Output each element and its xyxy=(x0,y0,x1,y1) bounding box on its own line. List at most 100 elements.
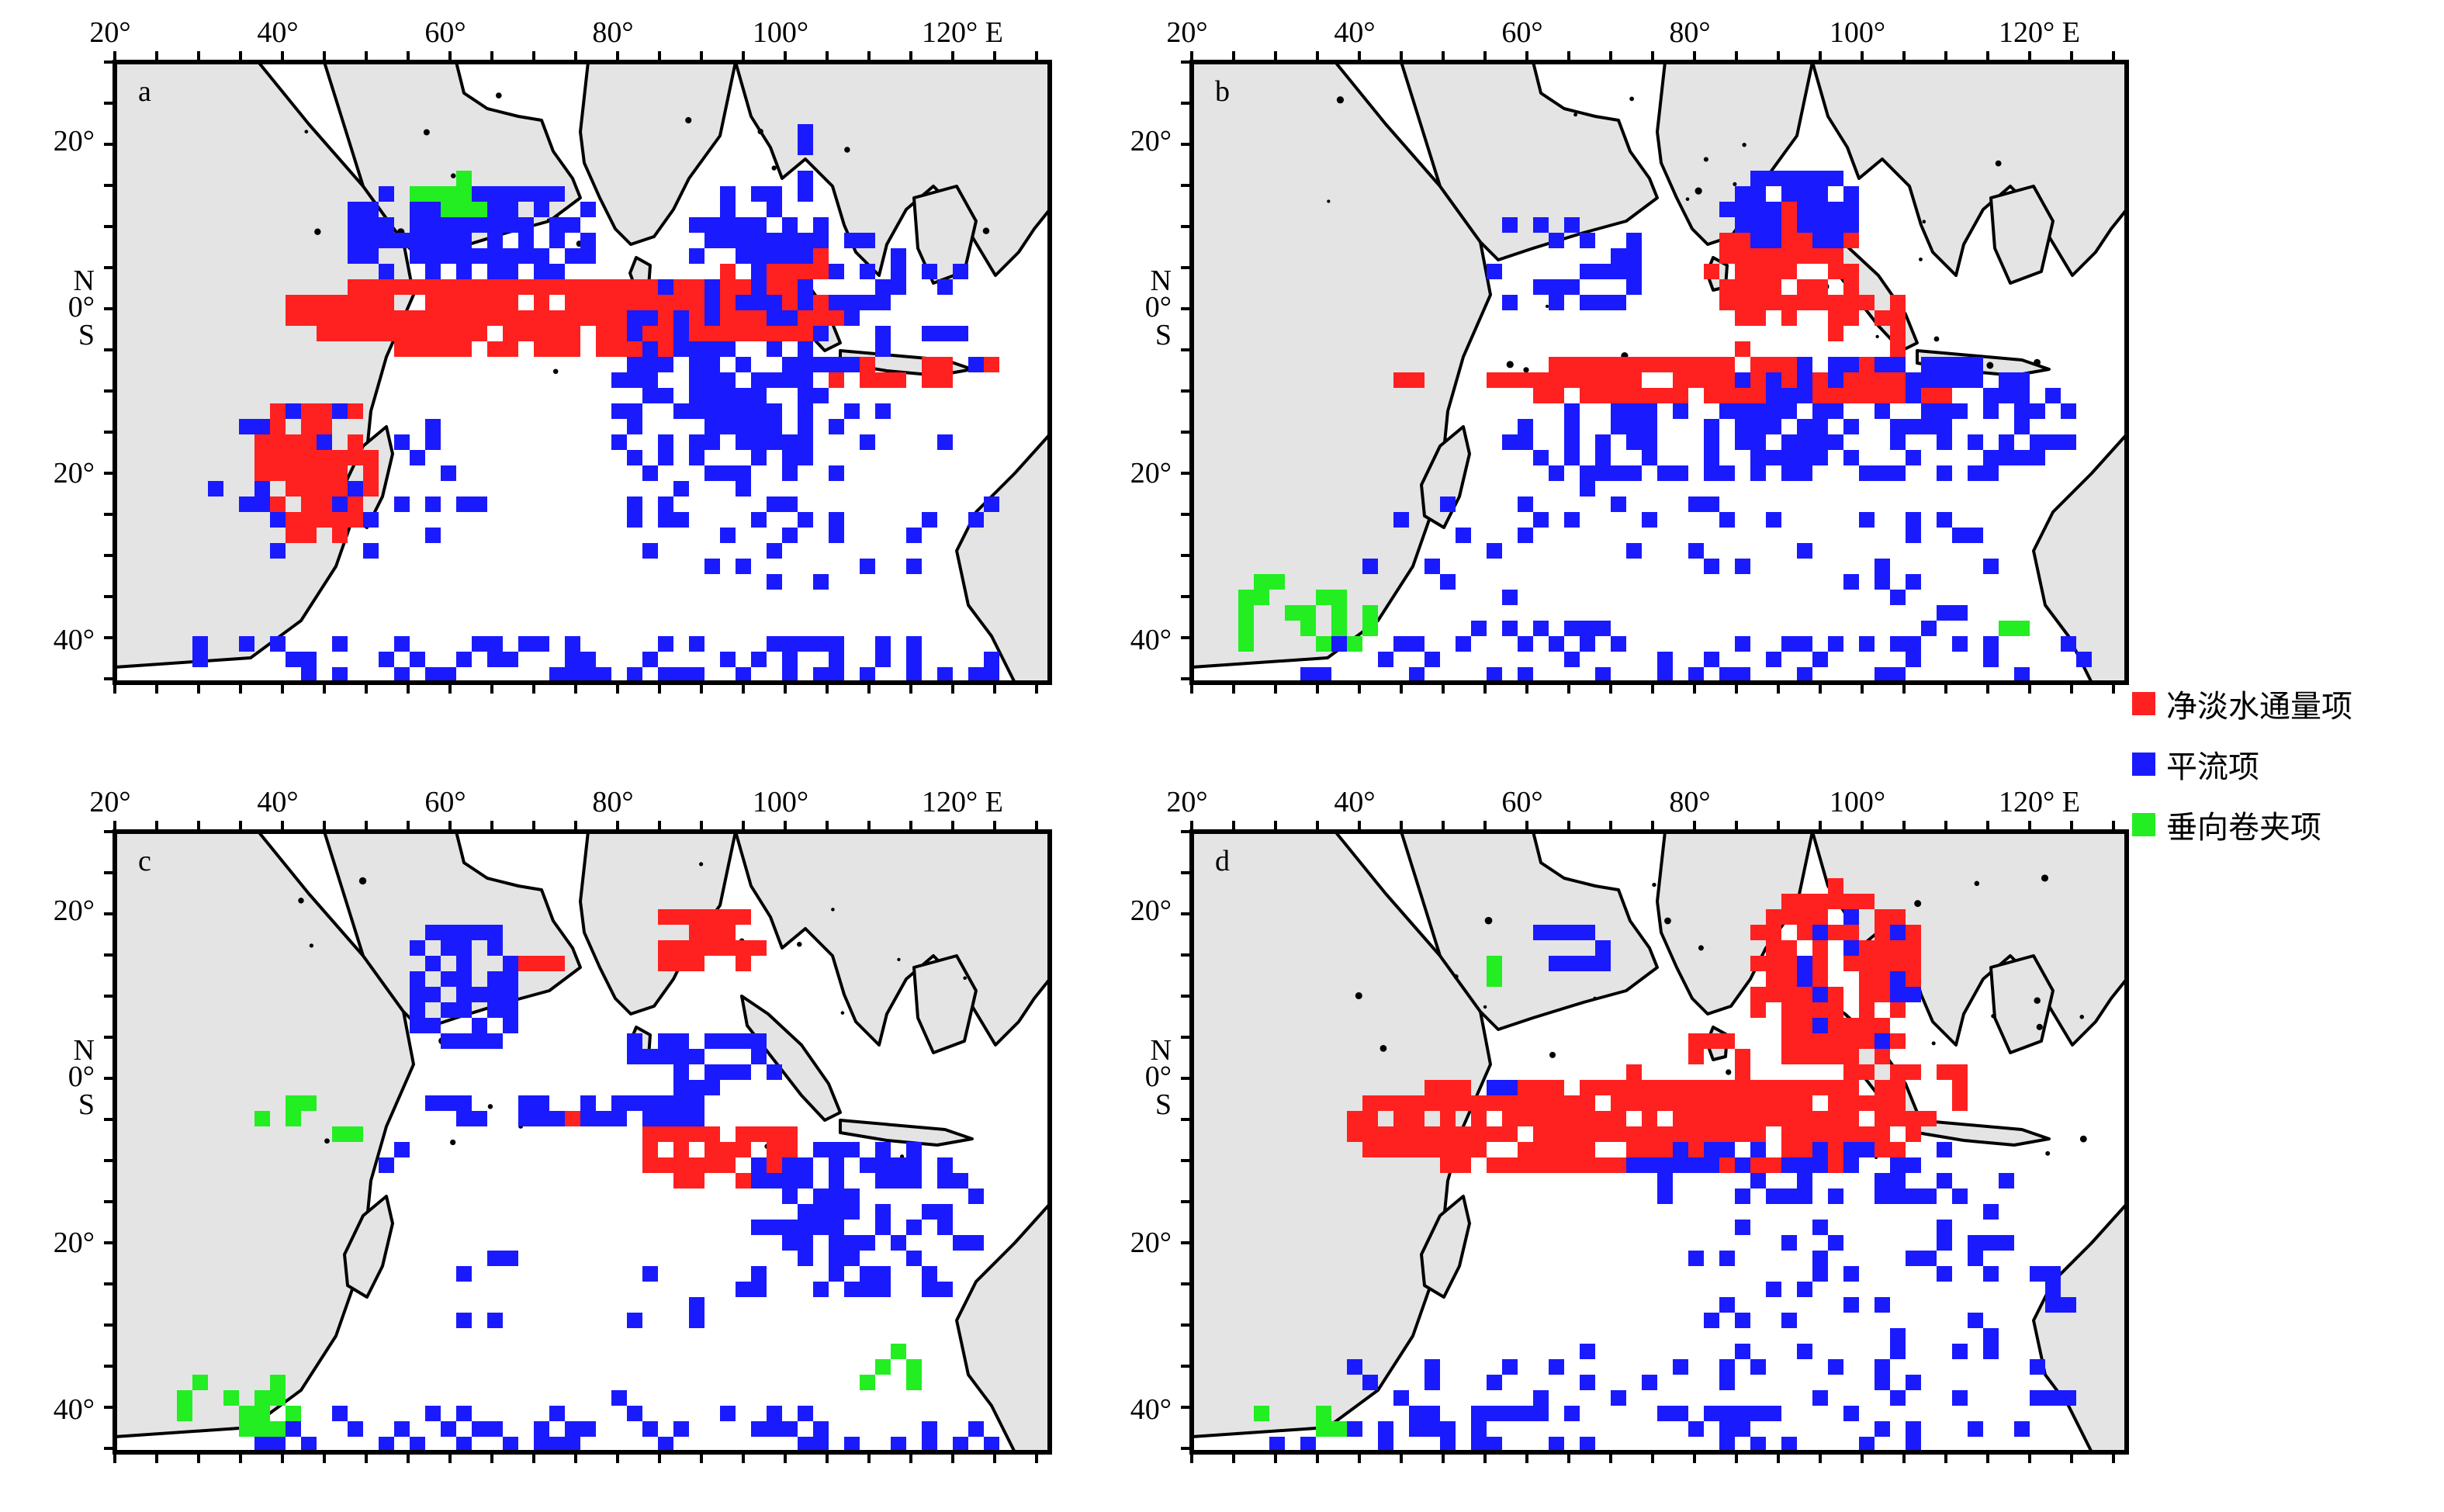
data-cell xyxy=(704,909,720,925)
data-cell xyxy=(425,667,441,683)
data-cell xyxy=(689,388,704,403)
data-cell xyxy=(891,1468,906,1483)
data-cell xyxy=(1518,1157,1533,1173)
data-cell xyxy=(487,248,503,264)
data-cell xyxy=(2030,1390,2045,1406)
data-cell xyxy=(1750,925,1766,940)
data-cell xyxy=(1890,925,1906,940)
data-cell xyxy=(301,1437,317,1452)
data-cell xyxy=(2061,1390,2076,1406)
data-cell xyxy=(1781,1188,1797,1204)
data-cell xyxy=(751,450,767,465)
data-cell xyxy=(1766,987,1781,1002)
data-cell xyxy=(534,1437,549,1452)
data-cell xyxy=(1890,1328,1906,1344)
data-cell xyxy=(1533,217,1549,233)
data-cell xyxy=(1347,1126,1362,1142)
data-cell xyxy=(782,326,798,341)
data-cell xyxy=(829,357,844,372)
data-cell xyxy=(1843,940,1859,956)
data-cell xyxy=(1549,233,1564,248)
data-cell xyxy=(720,1406,736,1421)
map-panel-c: 20° 40° 60° 80° 100° 120° E20°N0°S20°40°c xyxy=(54,786,1052,1499)
data-cell xyxy=(518,1483,534,1499)
data-cell xyxy=(1704,372,1719,388)
data-cell xyxy=(1580,1483,1595,1499)
data-cell xyxy=(441,326,456,341)
map-panel-b: 20° 40° 60° 80° 100° 120° E20°N0°S20°40°b xyxy=(1130,16,2129,694)
data-cell xyxy=(1471,1421,1487,1437)
data-cell xyxy=(611,295,627,310)
data-cell xyxy=(549,1406,565,1421)
data-cell xyxy=(689,295,704,310)
data-cell xyxy=(1952,372,1968,388)
data-cell xyxy=(1750,171,1766,186)
data-cell xyxy=(1875,1111,1890,1126)
data-cell xyxy=(2014,372,2030,388)
data-cell xyxy=(270,403,286,419)
data-cell xyxy=(891,264,906,279)
data-cell xyxy=(1673,1359,1688,1375)
data-cell xyxy=(1502,621,1518,636)
data-cell xyxy=(1378,1095,1393,1111)
data-cell xyxy=(394,636,410,652)
data-cell xyxy=(1425,1406,1440,1421)
data-cell xyxy=(1471,1468,1487,1483)
data-cell xyxy=(798,1204,813,1220)
data-cell xyxy=(1580,621,1595,636)
data-cell xyxy=(549,279,565,295)
data-cell xyxy=(1487,264,1502,279)
data-cell xyxy=(1766,217,1781,233)
island xyxy=(2041,874,2049,882)
data-cell xyxy=(1393,372,1409,388)
data-cell xyxy=(1797,894,1812,909)
data-cell xyxy=(1875,909,1890,925)
lon-tick-label: 60° xyxy=(1501,16,1542,49)
data-cell xyxy=(720,264,736,279)
data-cell xyxy=(642,310,658,326)
data-cell xyxy=(1952,357,1968,372)
data-cell xyxy=(2014,419,2030,434)
data-cell xyxy=(875,636,891,652)
data-cell xyxy=(658,357,673,372)
data-cell xyxy=(1843,1018,1859,1033)
data-cell xyxy=(487,971,503,987)
data-cell xyxy=(2061,636,2076,652)
data-cell xyxy=(1828,1049,1843,1064)
data-cell xyxy=(456,341,472,357)
data-cell xyxy=(658,1437,673,1452)
data-cell xyxy=(363,202,379,217)
data-cell xyxy=(254,419,270,434)
data-cell xyxy=(1875,971,1890,987)
island xyxy=(1685,197,1690,202)
data-cell xyxy=(394,279,410,295)
data-cell xyxy=(1843,894,1859,909)
data-cell xyxy=(829,528,844,543)
data-cell xyxy=(1812,419,1828,434)
data-cell xyxy=(286,1421,301,1437)
data-cell xyxy=(1797,1142,1812,1157)
data-cell xyxy=(875,1220,891,1235)
data-cell xyxy=(348,1421,363,1437)
data-cell xyxy=(1828,1157,1843,1173)
data-cell xyxy=(1393,1390,1409,1406)
data-cell xyxy=(1735,1111,1750,1126)
data-cell xyxy=(1673,1080,1688,1095)
data-cell xyxy=(1657,1483,1673,1499)
data-cell xyxy=(642,1111,658,1126)
data-cell xyxy=(1983,403,1999,419)
data-cell xyxy=(720,1157,736,1173)
lat-tick-label: N xyxy=(74,265,95,297)
data-cell xyxy=(1843,925,1859,940)
data-cell xyxy=(673,1173,689,1188)
lon-tick-label: 40° xyxy=(1334,786,1375,818)
data-cell xyxy=(1595,357,1611,372)
lat-tick-label: N xyxy=(74,1034,95,1067)
data-cell xyxy=(425,987,441,1002)
data-cell xyxy=(673,341,689,357)
lon-tick-label: 80° xyxy=(1669,16,1710,49)
data-cell xyxy=(689,341,704,357)
data-cell xyxy=(1766,940,1781,956)
data-cell xyxy=(627,1406,642,1421)
data-cell xyxy=(487,652,503,667)
